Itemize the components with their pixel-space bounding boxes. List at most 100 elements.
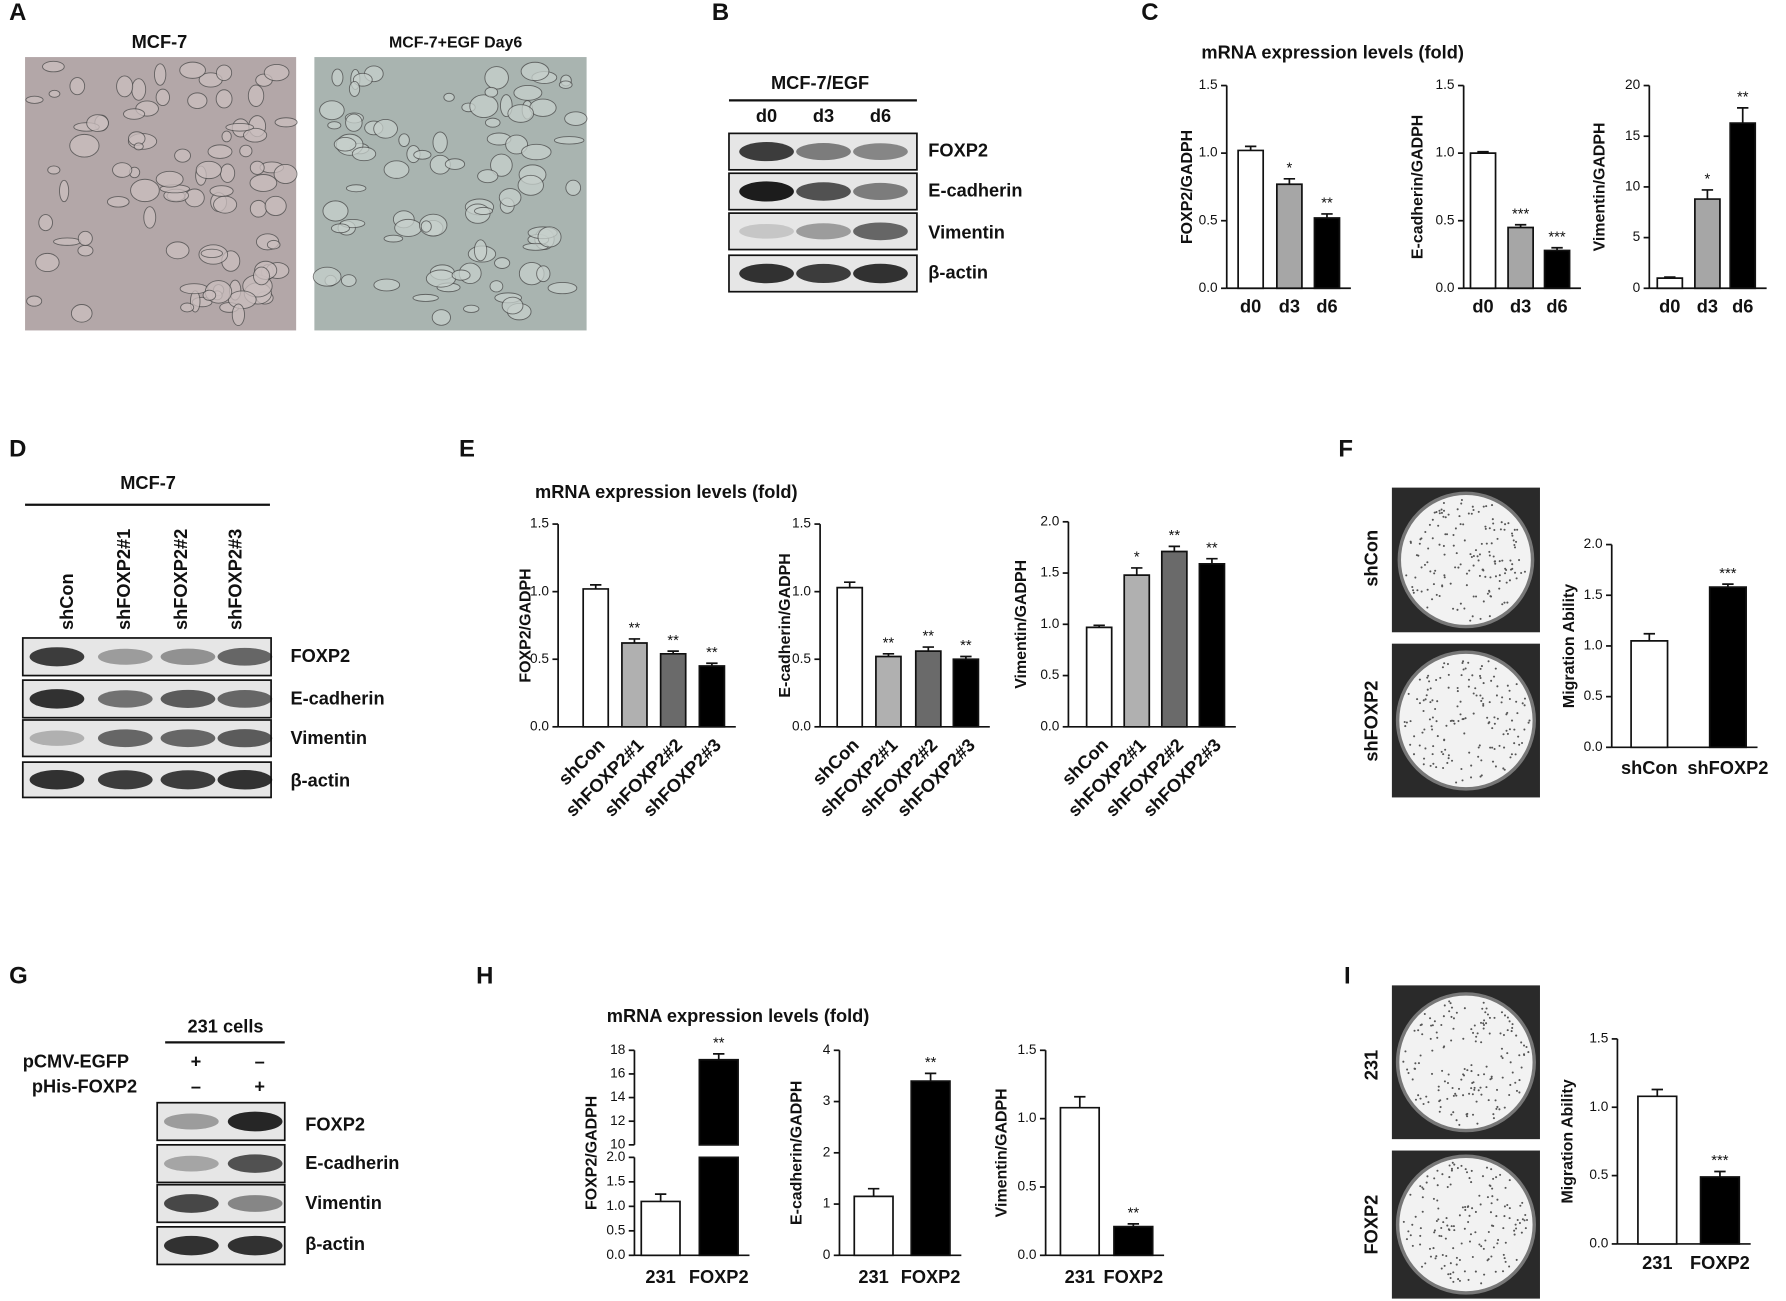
migrated-cell: [1506, 1052, 1509, 1055]
migrated-cell: [1520, 1041, 1523, 1044]
migrated-cell: [1421, 1196, 1424, 1199]
migrated-cell: [1426, 561, 1429, 564]
cell: [59, 179, 70, 203]
migrated-cell: [1443, 576, 1446, 579]
migrated-cell: [1419, 1227, 1422, 1230]
migrated-cell: [1483, 1273, 1486, 1276]
bar: [1543, 249, 1571, 290]
x-tick-label: d6: [1732, 296, 1753, 316]
migrated-cell: [1421, 731, 1424, 734]
migrated-cell: [1406, 1068, 1409, 1071]
migrated-cell: [1424, 1262, 1427, 1265]
panel-letter: H: [476, 963, 493, 990]
cell: [431, 309, 451, 326]
migrated-cell: [1480, 1093, 1483, 1096]
cell: [221, 130, 232, 143]
bar: [1637, 1095, 1678, 1245]
bar: [1699, 1176, 1741, 1245]
migrated-cell: [1422, 1102, 1425, 1106]
migrated-cell: [1491, 760, 1495, 763]
migrated-cell: [1460, 1078, 1463, 1081]
migrated-cell: [1441, 1173, 1444, 1176]
migrated-cell: [1441, 1254, 1444, 1257]
migrated-cell: [1459, 700, 1462, 703]
y-tick-label: 0.5: [1436, 212, 1455, 227]
blot-band: [227, 1195, 283, 1212]
migrated-cell: [1524, 1227, 1527, 1230]
migrated-cell: [1424, 747, 1427, 750]
migrated-cell: [1471, 615, 1474, 618]
migrated-cell: [1471, 1113, 1475, 1116]
migrated-cell: [1479, 674, 1482, 677]
migrated-cell: [1467, 1278, 1470, 1281]
migrated-cell: [1454, 566, 1457, 569]
migrated-cell: [1505, 729, 1508, 732]
cell: [553, 136, 585, 145]
migrated-cell: [1441, 585, 1444, 588]
migrated-cell: [1438, 1100, 1441, 1103]
migrated-cell: [1417, 1029, 1420, 1032]
migrated-cell: [1521, 1201, 1524, 1204]
migrated-cell: [1524, 1213, 1527, 1217]
migrated-cell: [1496, 1242, 1499, 1245]
migrated-cell: [1459, 713, 1462, 716]
migrated-cell: [1515, 1258, 1518, 1261]
migrated-cell: [1509, 756, 1512, 759]
migrated-cell: [1488, 554, 1491, 557]
migrated-cell: [1470, 1181, 1473, 1184]
migrated-cell: [1442, 515, 1445, 518]
migrated-cell: [1468, 751, 1471, 754]
y-tick-label: 5: [1633, 229, 1641, 244]
migrated-cell: [1480, 759, 1483, 762]
migrated-cell: [1449, 1277, 1452, 1280]
migrated-cell: [1480, 542, 1483, 545]
error-bar: [1664, 276, 1676, 279]
bar: [621, 642, 648, 728]
migrated-cell: [1515, 577, 1518, 580]
migrated-cell: [1436, 735, 1439, 738]
blot-band: [796, 182, 851, 201]
image-label: MCF-7: [132, 32, 188, 52]
migrated-cell: [1505, 581, 1508, 584]
migrated-cell: [1450, 1225, 1453, 1228]
migrated-cell: [1498, 1108, 1501, 1111]
migrated-cell: [1523, 1219, 1526, 1222]
migrated-cell: [1500, 1055, 1503, 1058]
blot-band: [853, 143, 908, 160]
migrated-cell: [1496, 1198, 1499, 1201]
migrated-cell: [1442, 1221, 1445, 1224]
migrated-cell: [1514, 1081, 1517, 1084]
cell: [425, 269, 457, 288]
migrated-cell: [1445, 1254, 1448, 1258]
band-label: FOXP2: [290, 646, 350, 666]
y-tick-label: 1.0: [1040, 616, 1059, 631]
migrated-cell: [1471, 1093, 1474, 1096]
migrated-cell: [1498, 744, 1501, 747]
significance: **: [1206, 540, 1218, 556]
blot-band: [853, 263, 908, 284]
cell: [215, 89, 233, 109]
cell: [264, 195, 287, 217]
error-bar: [628, 638, 641, 644]
migrated-cell: [1472, 564, 1475, 567]
migrated-cell: [1508, 728, 1511, 731]
error-bar: [654, 1193, 667, 1202]
migrated-cell: [1462, 1037, 1465, 1040]
migrated-cell: [1449, 1183, 1452, 1186]
migrated-cell: [1495, 1107, 1498, 1110]
blot-band: [227, 1235, 283, 1256]
blot-band: [796, 223, 851, 240]
significance: **: [1321, 196, 1333, 212]
migrated-cell: [1473, 1088, 1476, 1091]
migrated-cell: [1437, 1089, 1440, 1092]
migrated-cell: [1470, 1169, 1473, 1172]
migrated-cell: [1449, 719, 1452, 723]
migrated-cell: [1518, 743, 1521, 746]
cell: [340, 274, 357, 287]
migrated-cell: [1481, 1007, 1484, 1010]
migrated-cell: [1432, 745, 1435, 748]
cell: [443, 92, 455, 102]
migrated-cell: [1425, 1095, 1428, 1098]
bar: [1507, 226, 1534, 290]
migrated-cell: [1431, 537, 1434, 540]
